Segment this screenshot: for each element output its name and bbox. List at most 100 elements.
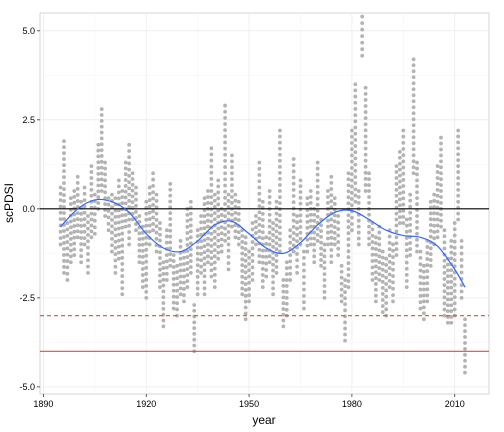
data-point: [380, 267, 385, 272]
data-point: [329, 229, 334, 234]
y-tick-label: -5.0: [19, 382, 35, 392]
data-point: [175, 263, 179, 268]
data-point: [435, 182, 440, 186]
data-point: [302, 249, 306, 254]
data-point: [319, 234, 323, 239]
data-point: [459, 238, 464, 243]
data-point: [123, 224, 128, 229]
data-point: [353, 119, 358, 124]
data-point: [72, 200, 77, 205]
data-point: [82, 229, 87, 234]
data-point: [439, 177, 443, 182]
data-point: [346, 243, 351, 248]
data-point: [137, 214, 142, 218]
data-point: [449, 250, 454, 255]
data-point: [209, 237, 214, 242]
data-point: [219, 237, 224, 242]
data-point: [72, 218, 77, 223]
data-point: [281, 278, 286, 282]
data-point: [134, 209, 138, 214]
y-tick-label: 5.0: [22, 26, 35, 36]
data-point: [99, 124, 104, 129]
data-point: [144, 265, 149, 270]
data-point: [267, 260, 272, 265]
data-point: [418, 249, 423, 254]
data-point: [185, 249, 190, 253]
data-point: [380, 304, 385, 308]
data-point: [397, 161, 402, 166]
data-point: [291, 212, 296, 217]
data-point: [171, 306, 176, 311]
data-point: [260, 236, 265, 241]
data-point: [103, 184, 108, 189]
data-point: [158, 261, 162, 266]
data-point: [350, 190, 354, 195]
data-point: [291, 249, 296, 254]
data-point: [168, 182, 173, 186]
data-point: [445, 297, 450, 302]
data-point: [380, 249, 385, 254]
data-point: [175, 313, 179, 318]
data-point: [391, 255, 395, 260]
data-point: [291, 175, 296, 180]
data-point: [394, 253, 399, 258]
data-point: [202, 220, 207, 225]
data-point: [363, 85, 368, 90]
data-point: [305, 202, 310, 206]
data-point: [370, 271, 375, 276]
data-point: [350, 165, 354, 170]
data-point: [164, 240, 169, 245]
data-point: [295, 226, 299, 231]
data-point: [82, 191, 87, 196]
data-point: [449, 315, 454, 319]
data-point: [99, 118, 104, 123]
data-point: [154, 230, 159, 235]
data-point: [158, 256, 162, 260]
data-point: [212, 254, 217, 259]
data-point: [408, 210, 413, 215]
data-point: [353, 193, 358, 198]
x-tick-label: 1890: [33, 399, 53, 409]
data-point: [175, 270, 179, 274]
data-point: [415, 172, 419, 177]
data-point: [58, 229, 63, 234]
data-point: [302, 306, 306, 311]
data-point: [123, 195, 128, 200]
data-point: [195, 280, 200, 285]
data-point: [411, 93, 416, 98]
data-point: [380, 261, 385, 266]
data-point: [449, 291, 454, 296]
data-point: [147, 217, 152, 222]
data-point: [175, 276, 179, 281]
data-point: [75, 199, 80, 203]
data-point: [250, 221, 255, 225]
data-point: [137, 237, 142, 242]
data-point: [120, 286, 125, 291]
data-point: [209, 268, 214, 273]
data-point: [442, 264, 447, 269]
data-point: [408, 253, 413, 258]
data-point: [391, 280, 395, 285]
data-point: [254, 214, 258, 218]
data-point: [367, 236, 371, 241]
data-point: [284, 278, 289, 282]
data-point: [168, 222, 173, 227]
data-point: [274, 235, 279, 240]
data-point: [89, 235, 94, 240]
data-point: [247, 293, 251, 298]
data-point: [435, 223, 440, 228]
data-point: [271, 280, 275, 285]
data-point: [147, 236, 152, 241]
data-point: [336, 233, 341, 238]
data-point: [219, 213, 224, 217]
data-point: [432, 217, 437, 222]
data-point: [99, 136, 104, 141]
data-point: [281, 312, 286, 317]
data-point: [384, 269, 389, 274]
data-point: [230, 212, 234, 217]
data-point: [212, 279, 217, 283]
data-point: [178, 286, 183, 291]
data-point: [439, 153, 443, 158]
data-point: [233, 198, 238, 203]
data-point: [425, 263, 430, 268]
